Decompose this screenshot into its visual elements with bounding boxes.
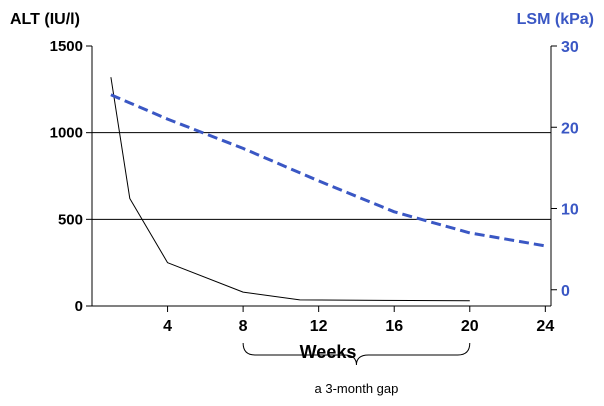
right-tick-label: 10	[561, 202, 579, 219]
x-tick-label: 20	[461, 318, 479, 335]
left-axis-title: ALT (IU/l)	[10, 11, 80, 28]
axis-labels: ALT (IU/l) LSM (kPa) Weeks	[10, 11, 594, 362]
gap-annotation: a 3-month gap	[315, 381, 399, 396]
gridlines	[92, 132, 551, 220]
left-tick-label: 1500	[50, 38, 83, 55]
x-axis-title: Weeks	[300, 342, 357, 362]
axes: 0 500 1000 1500 0 10 20 30 4 8 12 16 20 24	[50, 38, 579, 335]
annotation: a 3-month gap	[242, 342, 471, 396]
alt-series-line	[110, 77, 470, 302]
left-tick-label: 1000	[50, 125, 83, 142]
left-tick-label: 500	[58, 211, 83, 228]
left-tick-label: 0	[75, 298, 83, 315]
x-tick-label: 16	[385, 318, 403, 335]
right-tick-label: 20	[561, 120, 579, 137]
x-tick-label: 8	[239, 318, 248, 335]
lsm-series-line	[110, 93, 546, 248]
right-axis-title: LSM (kPa)	[517, 11, 594, 28]
x-tick-label: 24	[536, 318, 554, 335]
x-tick-label: 4	[163, 318, 172, 335]
gap-brace	[242, 342, 471, 366]
x-tick-label: 12	[310, 318, 328, 335]
series-group	[110, 77, 546, 302]
right-tick-label: 30	[561, 39, 579, 56]
right-tick-label: 0	[561, 283, 570, 300]
